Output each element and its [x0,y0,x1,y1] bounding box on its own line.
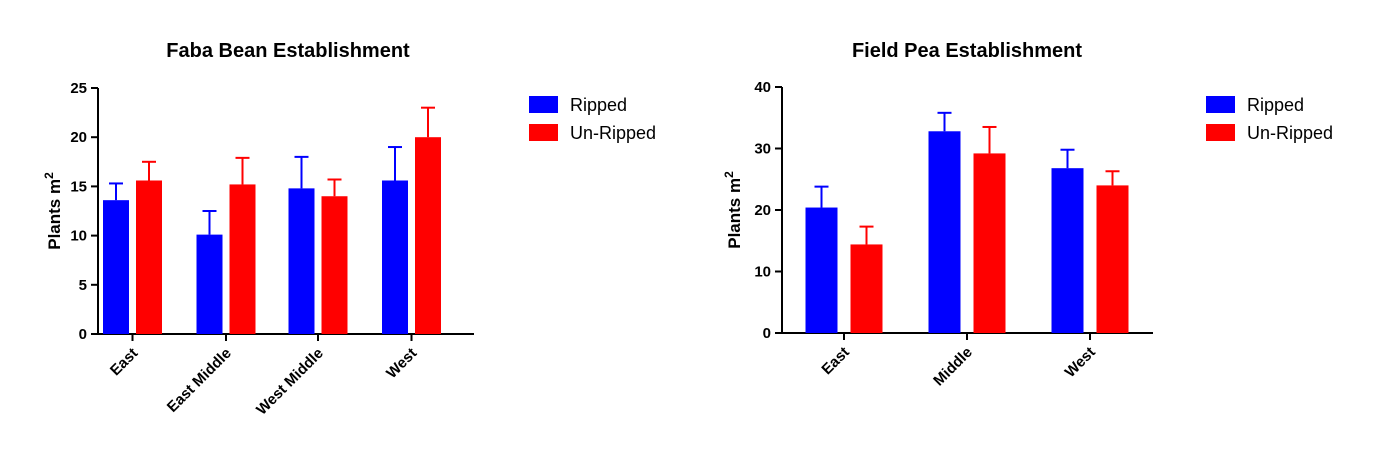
bar-un-ripped-middle [973,153,1006,333]
y-axis-label-base: Plants m [725,178,744,249]
y-tick-label: 10 [70,228,87,245]
bars [805,111,1129,333]
bar-ripped-middle [928,131,961,333]
x-tick-label: East [818,344,852,378]
bar-un-ripped-east [136,180,162,334]
y-axis-label-superscript: 2 [722,171,736,178]
x-tick-label: West [1062,344,1099,381]
legend-label-ripped: Ripped [1247,95,1304,115]
legend-label-un-ripped: Un-Ripped [570,123,656,143]
y-tick-label: 40 [754,79,771,96]
y-tick-label: 15 [70,178,87,195]
y-ticks: 0 10 20 30 40 [754,79,782,342]
field-pea-chart: Field Pea Establishment Plants m2 0 10 20 3… [722,40,1333,389]
chart-title: Field Pea Establishment [852,40,1082,62]
legend-swatch-un-ripped [529,124,558,141]
bar-un-ripped-west [1096,185,1129,333]
y-axis-label-superscript: 2 [42,172,56,179]
x-tick-label: West Middle [253,345,327,419]
legend: Ripped Un-Ripped [529,95,656,143]
y-tick-label: 20 [70,129,87,146]
bar-ripped-west [382,180,408,334]
legend-label-ripped: Ripped [570,95,627,115]
bar-un-ripped-east [850,244,883,333]
legend-swatch-ripped [529,96,558,113]
faba-bean-chart: Faba Bean Establishment Plants m2 0 5 10 15… [42,40,656,419]
legend-label-un-ripped: Un-Ripped [1247,123,1333,143]
legend-swatch-un-ripped [1206,124,1235,141]
x-tick-label: West [383,345,420,382]
x-ticks: East East Middle West Middle West [107,334,420,419]
x-tick-label: Middle [930,344,976,390]
bar-un-ripped-east-middle [229,184,256,334]
legend: Ripped Un-Ripped [1206,95,1333,143]
x-ticks: East Middle West [818,333,1099,390]
y-axis-label: Plants m2 [42,172,64,250]
bars [103,106,441,334]
bar-ripped-west [1051,168,1084,333]
y-tick-label: 5 [79,277,87,294]
chart-title: Faba Bean Establishment [166,40,410,62]
bar-un-ripped-west-middle [321,196,348,334]
bar-ripped-west-middle [288,188,315,334]
x-tick-label: East Middle [164,345,235,416]
y-tick-label: 20 [754,202,771,219]
y-tick-label: 0 [79,326,87,343]
y-axis-label: Plants m2 [722,171,744,249]
bar-ripped-east-middle [196,234,223,334]
bar-un-ripped-west [415,137,441,334]
bar-ripped-east [103,200,129,334]
legend-swatch-ripped [1206,96,1235,113]
bar-ripped-east [805,207,838,333]
y-ticks: 0 5 10 15 20 25 [70,80,98,343]
y-tick-label: 10 [754,264,771,281]
y-axis-label-base: Plants m [45,179,64,250]
y-tick-label: 0 [763,325,771,342]
x-tick-label: East [107,345,141,379]
y-tick-label: 30 [754,141,771,158]
y-tick-label: 25 [70,80,87,97]
